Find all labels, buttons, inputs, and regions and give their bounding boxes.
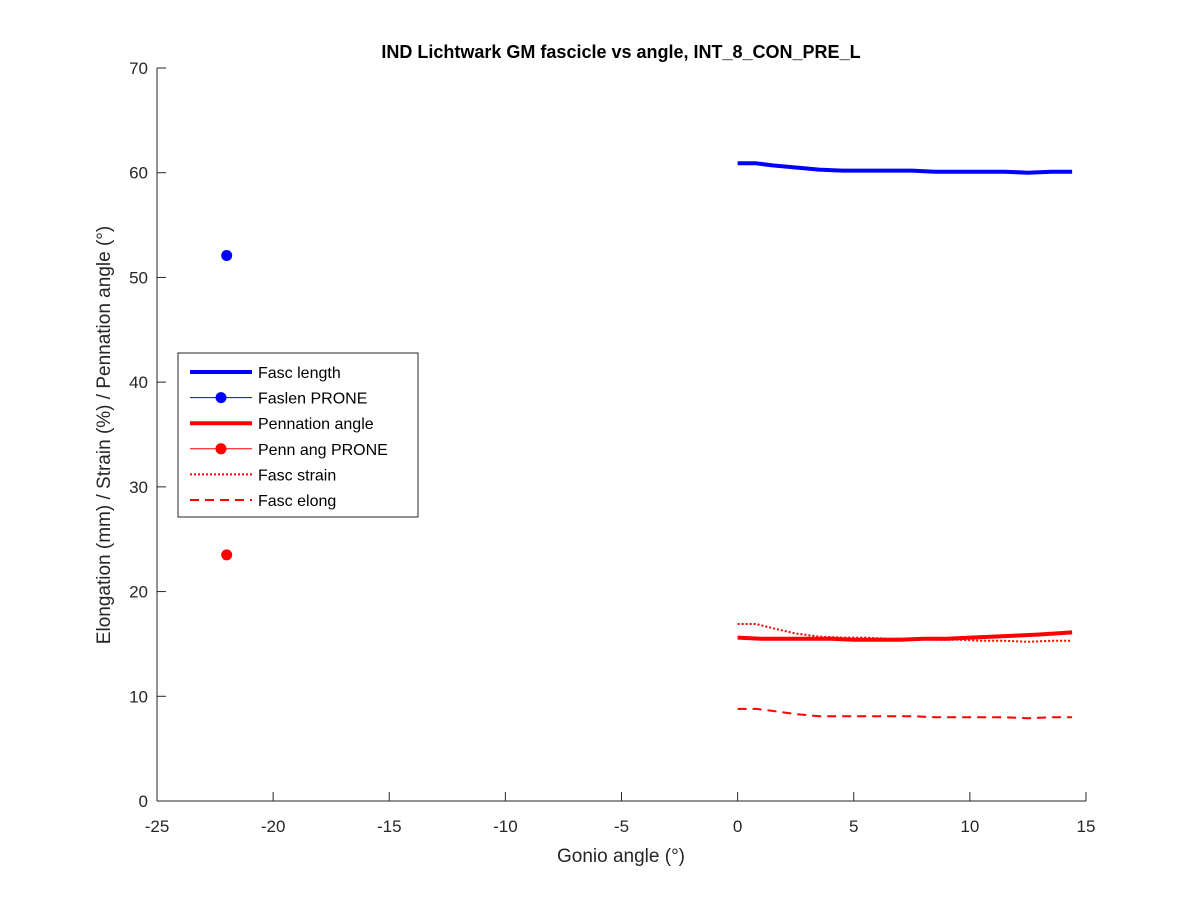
plot-series <box>221 161 1073 720</box>
x-tick-label: 15 <box>1077 817 1096 836</box>
x-tick-label: 10 <box>960 817 979 836</box>
x-tick-label: -20 <box>261 817 286 836</box>
faslen-prone-point <box>221 249 233 261</box>
x-tick-label: 0 <box>733 817 742 836</box>
legend-label: Penn ang PRONE <box>258 442 388 459</box>
penn-ang-prone-legend-marker <box>215 443 227 455</box>
chart-title: IND Lichtwark GM fascicle vs angle, INT_… <box>381 42 860 62</box>
legend: Fasc length Faslen PRONE Pennation angle Pe… <box>177 352 419 518</box>
fasc-length-line <box>737 161 1073 175</box>
y-axis-label: Elongation (mm) / Strain (%) / Pennation… <box>94 226 115 644</box>
faslen-prone-legend-marker <box>215 392 227 404</box>
y-tick-label: 30 <box>129 478 148 497</box>
y-tick-label: 50 <box>129 268 148 287</box>
x-axis-label: Gonio angle (°) <box>557 846 685 867</box>
y-tick-label: 10 <box>129 687 148 706</box>
y-tick-label: 70 <box>129 59 148 78</box>
y-tick-label: 0 <box>139 792 148 811</box>
fasc-elong-line <box>737 707 1073 720</box>
legend-label: Fasc elong <box>258 493 336 510</box>
fasc-strain-line <box>737 623 1073 643</box>
pennation-angle-line <box>737 630 1073 642</box>
y-tick-label: 40 <box>129 373 148 392</box>
legend-label: Pennation angle <box>258 416 374 433</box>
legend-label: Fasc length <box>258 365 341 382</box>
x-tick-label: -15 <box>377 817 402 836</box>
legend-label: Faslen PRONE <box>258 391 367 408</box>
x-tick-label: 5 <box>849 817 858 836</box>
penn-ang-prone-point <box>221 549 233 561</box>
y-tick-label: 20 <box>129 583 148 602</box>
legend-box <box>177 352 419 518</box>
x-tick-label: -10 <box>493 817 518 836</box>
y-tick-label: 60 <box>129 164 148 183</box>
axes: -25 -20 -15 -10 -5 0 5 10 15 0 10 20 30 40 50 60 70 <box>129 59 1095 836</box>
x-tick-label: -25 <box>145 817 170 836</box>
x-tick-label: -5 <box>614 817 629 836</box>
legend-label: Fasc strain <box>258 467 336 484</box>
